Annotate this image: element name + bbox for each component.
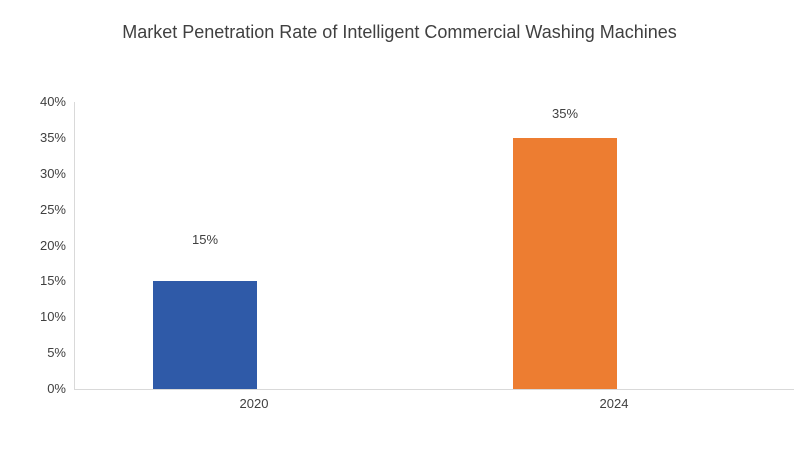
y-tick-label: 40% <box>39 94 66 109</box>
y-tick-label: 25% <box>39 202 66 217</box>
y-tick-label: 0% <box>47 381 66 396</box>
y-tick-label: 10% <box>39 309 66 324</box>
y-tick-label: 20% <box>39 238 66 253</box>
data-label-2020: 15% <box>191 232 219 247</box>
x-tick-label-2024: 2024 <box>599 396 629 411</box>
y-tick-label: 15% <box>39 273 66 288</box>
chart-title: Market Penetration Rate of Intelligent C… <box>122 22 677 42</box>
y-tick-label: 5% <box>47 345 66 360</box>
bar-2024 <box>513 138 617 389</box>
y-tick-label: 35% <box>39 130 66 145</box>
x-tick-label-2020: 2020 <box>239 396 269 411</box>
bar-2020 <box>153 281 257 389</box>
y-axis-line <box>74 102 75 390</box>
y-tick-label: 30% <box>39 166 66 181</box>
data-label-2024: 35% <box>551 106 579 121</box>
x-axis-line <box>74 389 794 390</box>
